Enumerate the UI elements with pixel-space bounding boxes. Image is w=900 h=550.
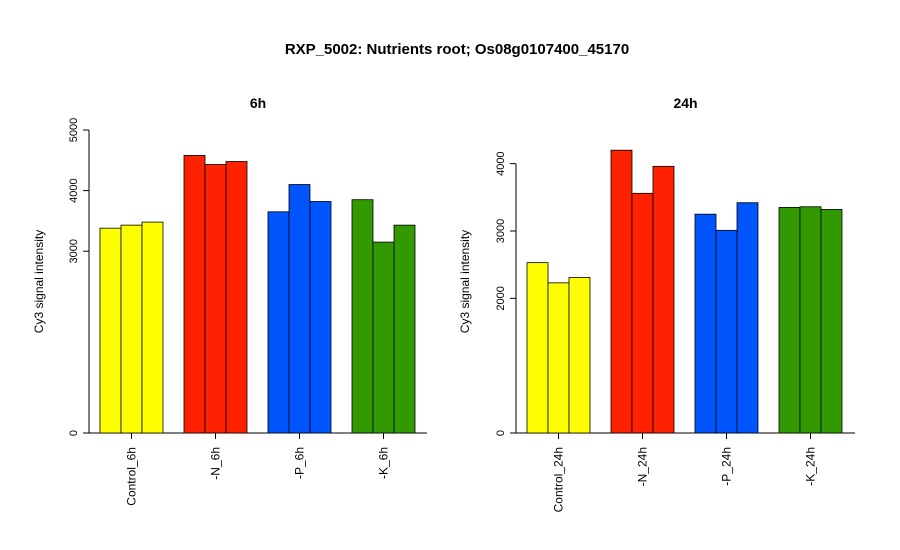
x-tick-label: -P_6h <box>293 447 307 479</box>
y-tick-label: 3000 <box>495 219 507 243</box>
bar <box>547 282 570 434</box>
x-tick-label: Control_24h <box>552 447 566 512</box>
bar <box>351 199 374 434</box>
bar <box>141 221 164 434</box>
y-tick-label: 4000 <box>495 151 507 175</box>
x-tick-label: -K_6h <box>377 447 391 479</box>
bar <box>120 224 143 434</box>
x-tick-label: -N_6h <box>209 447 223 480</box>
bar <box>631 192 654 434</box>
y-tick-label: 5000 <box>68 118 80 142</box>
bar <box>610 149 633 434</box>
bar <box>652 165 675 434</box>
y-tick-label: 3000 <box>68 239 80 263</box>
chart-title: RXP_5002: Nutrients root; Os08g0107400_4… <box>285 41 629 58</box>
bar <box>778 207 801 434</box>
panel-title: 24h <box>673 95 697 111</box>
bar <box>715 229 738 434</box>
bar <box>568 277 591 434</box>
bar <box>694 213 717 434</box>
bar <box>183 155 206 434</box>
bar <box>820 209 843 434</box>
x-tick-label: -P_24h <box>720 447 734 486</box>
bar <box>393 224 416 434</box>
y-axis-label: Cy3 signal intensity <box>32 230 46 333</box>
panel-1: 24h 0 2000 3000 4000 Cy3 signal intensity Cont… <box>458 95 855 512</box>
y-tick-label: 4000 <box>68 178 80 202</box>
panel-title: 6h <box>250 95 266 111</box>
bar <box>799 206 822 434</box>
bar <box>267 211 290 434</box>
x-tick-label: -K_24h <box>804 447 818 486</box>
y-axis-label: Cy3 signal intensity <box>458 230 472 333</box>
bar <box>526 262 549 434</box>
bar <box>288 184 311 434</box>
y-tick-label: 0 <box>68 430 80 436</box>
x-tick-label: -N_24h <box>636 447 650 486</box>
panel-0: 6h 0 3000 4000 5000 Cy3 signal intensity Contr… <box>32 95 427 506</box>
bar <box>225 161 248 434</box>
bar <box>372 241 395 434</box>
x-tick-label: Control_6h <box>125 447 139 506</box>
bar <box>309 201 332 434</box>
bar <box>736 202 759 434</box>
bar <box>204 164 227 434</box>
y-tick-label: 0 <box>495 430 507 436</box>
bar <box>99 227 122 434</box>
y-tick-label: 2000 <box>495 286 507 310</box>
